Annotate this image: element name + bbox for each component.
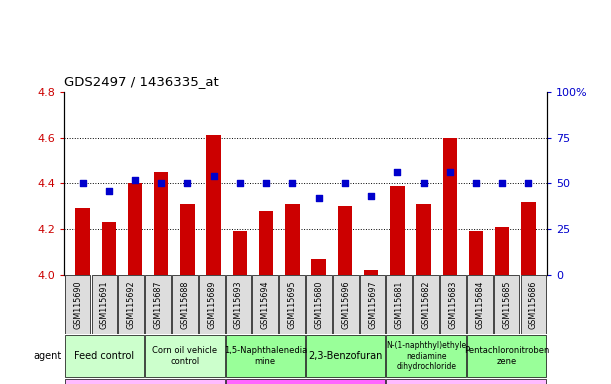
Bar — [387, 335, 466, 377]
Point — [130, 177, 140, 183]
Point — [183, 180, 192, 187]
Bar — [259, 211, 273, 275]
Text: GSM115690: GSM115690 — [73, 280, 82, 329]
Point — [78, 180, 87, 187]
Text: GSM115696: GSM115696 — [341, 280, 350, 329]
Bar — [306, 275, 332, 334]
Bar — [390, 185, 404, 275]
Point — [419, 180, 428, 187]
Bar — [521, 202, 536, 275]
Bar — [312, 258, 326, 275]
Text: GSM115683: GSM115683 — [448, 280, 458, 328]
Bar — [75, 209, 90, 275]
Bar — [306, 335, 386, 377]
Bar — [338, 206, 352, 275]
Bar — [442, 138, 457, 275]
Bar — [469, 231, 483, 275]
Point — [262, 180, 271, 187]
Text: GSM115689: GSM115689 — [207, 280, 216, 329]
Bar — [252, 275, 278, 334]
Text: GSM115697: GSM115697 — [368, 280, 377, 329]
Text: Corn oil vehicle
control: Corn oil vehicle control — [152, 346, 218, 366]
Bar — [119, 275, 144, 334]
Text: Pentachloronitroben
zene: Pentachloronitroben zene — [464, 346, 549, 366]
Text: GSM115687: GSM115687 — [153, 280, 163, 329]
Text: GSM115694: GSM115694 — [261, 280, 270, 329]
Point — [156, 180, 166, 187]
Point — [366, 193, 376, 199]
Text: 1,5-Naphthalenedia
mine: 1,5-Naphthalenedia mine — [224, 346, 307, 366]
Bar — [199, 275, 224, 334]
Point — [392, 169, 402, 175]
Bar — [279, 275, 305, 334]
Bar — [387, 379, 546, 384]
Text: Feed control: Feed control — [75, 351, 134, 361]
Bar — [225, 379, 386, 384]
Text: GSM115695: GSM115695 — [288, 280, 296, 329]
Text: GSM115686: GSM115686 — [529, 280, 538, 328]
Bar — [65, 379, 224, 384]
Text: GSM115684: GSM115684 — [475, 280, 485, 328]
Point — [288, 180, 298, 187]
Text: GSM115681: GSM115681 — [395, 280, 404, 328]
Point — [445, 169, 455, 175]
Bar — [333, 275, 359, 334]
Bar — [495, 227, 510, 275]
Bar — [233, 231, 247, 275]
Bar — [467, 335, 546, 377]
Bar — [154, 172, 169, 275]
Text: 2,3-Benzofuran: 2,3-Benzofuran — [309, 351, 383, 361]
Bar — [521, 275, 546, 334]
Bar — [364, 270, 378, 275]
Bar — [360, 275, 386, 334]
Bar — [145, 335, 224, 377]
Point — [497, 180, 507, 187]
Text: GDS2497 / 1436335_at: GDS2497 / 1436335_at — [64, 75, 219, 88]
Point — [524, 180, 533, 187]
Bar — [92, 275, 117, 334]
Point — [104, 188, 114, 194]
Bar — [172, 275, 198, 334]
Text: GSM115693: GSM115693 — [234, 280, 243, 329]
Bar — [413, 275, 439, 334]
Bar — [416, 204, 431, 275]
Bar — [207, 136, 221, 275]
Bar — [180, 204, 195, 275]
Point — [313, 195, 323, 201]
Point — [235, 180, 245, 187]
Bar — [285, 204, 299, 275]
Point — [340, 180, 349, 187]
Text: agent: agent — [33, 351, 62, 361]
Text: N-(1-naphthyl)ethyle
nediamine
dihydrochloride: N-(1-naphthyl)ethyle nediamine dihydroch… — [386, 341, 466, 371]
Point — [471, 180, 481, 187]
Bar — [65, 275, 90, 334]
Text: GSM115688: GSM115688 — [180, 280, 189, 328]
Bar — [387, 275, 412, 334]
Text: GSM115682: GSM115682 — [422, 280, 431, 329]
Bar — [467, 275, 492, 334]
Text: GSM115692: GSM115692 — [126, 280, 136, 329]
Bar — [494, 275, 519, 334]
Text: GSM115685: GSM115685 — [502, 280, 511, 329]
Bar — [145, 275, 171, 334]
Bar — [225, 335, 305, 377]
Bar — [440, 275, 466, 334]
Bar — [128, 183, 142, 275]
Point — [209, 173, 219, 179]
Bar — [225, 275, 251, 334]
Text: GSM115691: GSM115691 — [100, 280, 109, 329]
Bar — [101, 222, 116, 275]
Text: GSM115680: GSM115680 — [315, 280, 323, 328]
Bar — [65, 335, 144, 377]
